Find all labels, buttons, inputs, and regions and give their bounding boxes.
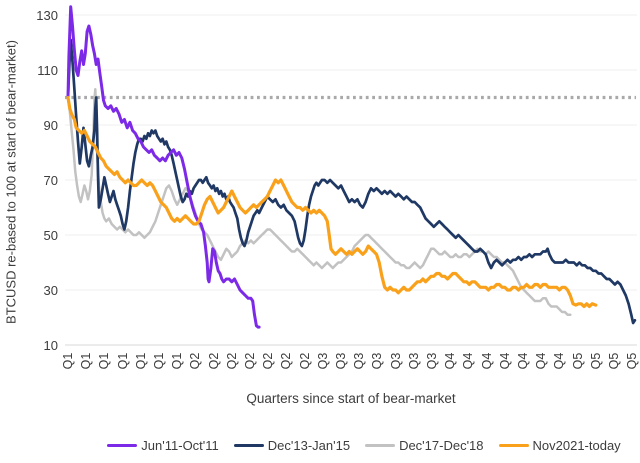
legend-item: Dec'17-Dec'18 — [365, 438, 484, 453]
x-tick-label: Q1 — [79, 352, 94, 370]
x-tick-label: Q3 — [334, 352, 348, 370]
x-tick-label: Q5 — [607, 352, 621, 370]
x-tick-label: Q1 — [170, 352, 185, 370]
x-tick-label: Q4 — [534, 352, 549, 370]
x-tick-label: Q5 — [588, 352, 603, 370]
x-tick-label: Q4 — [497, 352, 512, 370]
y-tick-label: 50 — [43, 227, 58, 243]
legend-item: Dec'13-Jan'15 — [233, 438, 351, 453]
x-tick-label: Q2 — [206, 352, 221, 370]
legend-line-marker — [365, 443, 396, 448]
x-tick-label: Q1 — [133, 352, 148, 370]
x-tick-label: Q4 — [552, 352, 567, 370]
series-line-Nov2021-today — [66, 95, 598, 309]
x-tick-label: Q3 — [352, 352, 367, 370]
y-tick-label: 110 — [37, 62, 58, 78]
x-tick-label: Q2 — [261, 352, 276, 370]
x-tick-label: Q2 — [279, 352, 294, 370]
y-tick-label: 130 — [36, 7, 58, 23]
legend-label: Dec'17-Dec'18 — [399, 438, 484, 453]
legend-item: Jun'11-Oct'11 — [107, 438, 219, 453]
x-tick-label: Q4 — [461, 352, 476, 370]
y-tick-label: 10 — [43, 337, 58, 353]
x-tick-label: Q2 — [188, 352, 203, 370]
x-tick-label: Q2 — [224, 352, 239, 370]
x-tick-label: Q1 — [152, 352, 166, 370]
x-tick-label: Q4 — [443, 352, 458, 370]
y-tick-label: 70 — [43, 172, 58, 188]
legend-line-marker — [107, 443, 138, 448]
legend-item: Nov2021-today — [498, 438, 621, 453]
x-axis-title: Quarters since start of bear-market — [246, 391, 456, 406]
x-tick-label: Q1 — [115, 352, 130, 370]
x-tick-label: Q2 — [297, 352, 312, 370]
legend-label: Jun'11-Oct'11 — [141, 438, 219, 453]
x-tick-label: Q3 — [315, 352, 330, 370]
x-tick-label: Q1 — [97, 352, 112, 370]
x-tick-label: Q3 — [370, 352, 385, 370]
series-line-Dec'17-Dec'18 — [66, 88, 572, 317]
legend-line-marker — [233, 443, 264, 448]
y-axis-title: BTCUSD re-based to 100 at start of bear-… — [3, 40, 19, 324]
legend-label: Dec'13-Jan'15 — [267, 438, 351, 453]
x-tick-label: Q3 — [388, 352, 403, 370]
y-tick-label: 30 — [43, 282, 58, 298]
x-tick-label: Q2 — [243, 352, 257, 370]
legend-label: Nov2021-today — [532, 438, 621, 453]
legend: Jun'11-Oct'11 Dec'13-Jan'15 Dec'17-Dec'18 N… — [0, 438, 640, 453]
x-tick-label: Q5 — [570, 352, 585, 370]
x-tick-label: Q5 — [625, 352, 640, 370]
x-tick-label: Q3 — [425, 352, 439, 370]
x-tick-label: Q4 — [479, 352, 494, 370]
series-line-Jun'11-Oct'11 — [66, 5, 261, 329]
series-line-Dec'13-Jan'15 — [66, 38, 637, 325]
x-tick-label: Q1 — [61, 352, 75, 370]
y-tick-label: 90 — [43, 117, 58, 133]
x-tick-label: Q4 — [516, 352, 530, 370]
legend-line-marker — [498, 443, 529, 448]
x-tick-label: Q3 — [406, 352, 421, 370]
